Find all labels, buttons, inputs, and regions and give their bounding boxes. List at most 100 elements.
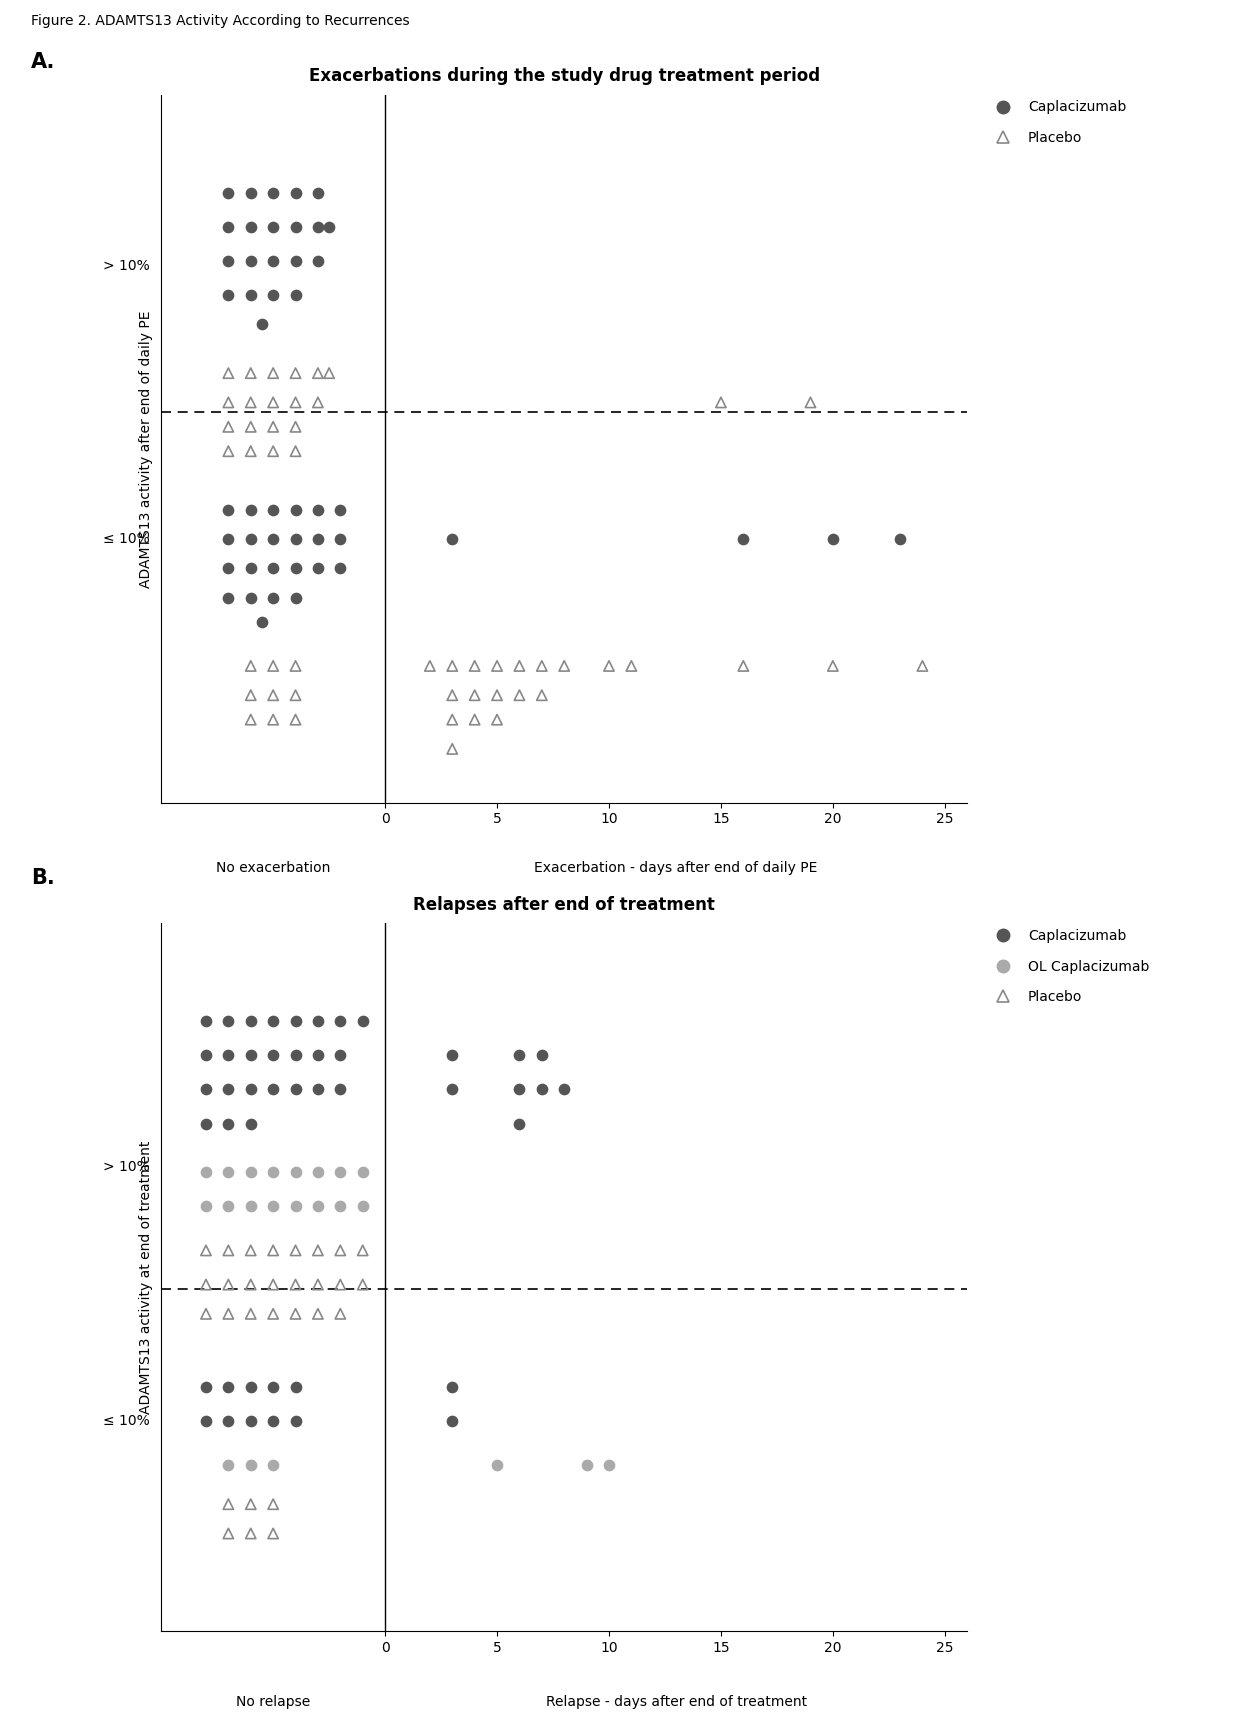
Point [196, 1300, 216, 1327]
Point [241, 583, 260, 611]
Point [241, 388, 260, 416]
Point [218, 1075, 238, 1103]
Point [465, 652, 485, 680]
Point [263, 1236, 283, 1263]
Point [241, 281, 260, 309]
Point [308, 1193, 327, 1220]
Point [241, 1300, 260, 1327]
Point [352, 1236, 372, 1263]
Point [196, 1407, 216, 1434]
Point [487, 652, 507, 680]
Point [285, 247, 305, 274]
Point [308, 180, 327, 207]
Point [218, 583, 238, 611]
Point [196, 1158, 216, 1186]
Point [241, 1041, 260, 1068]
Text: No relapse: No relapse [236, 1695, 310, 1709]
Point [510, 1110, 529, 1137]
Point [263, 554, 283, 582]
Point [263, 1193, 283, 1220]
Point [241, 682, 260, 709]
Point [196, 1270, 216, 1298]
Point [241, 413, 260, 440]
Point [218, 1300, 238, 1327]
Point [252, 311, 272, 338]
Point [263, 413, 283, 440]
Point [263, 682, 283, 709]
Point [218, 413, 238, 440]
Point [285, 388, 305, 416]
Title: Relapses after end of treatment: Relapses after end of treatment [413, 896, 715, 913]
Point [263, 495, 283, 523]
Point [218, 525, 238, 552]
Point [319, 212, 339, 240]
Point [330, 495, 350, 523]
Point [487, 682, 507, 709]
Text: No exacerbation: No exacerbation [216, 861, 330, 875]
Point [308, 1075, 327, 1103]
Point [218, 1452, 238, 1479]
Point [263, 1407, 283, 1434]
Point [443, 1374, 463, 1402]
Point [218, 180, 238, 207]
Point [252, 608, 272, 635]
Point [285, 1300, 305, 1327]
Point [285, 413, 305, 440]
Point [308, 1270, 327, 1298]
Point [285, 1236, 305, 1263]
Point [913, 652, 932, 680]
Point [218, 1110, 238, 1137]
Point [285, 1158, 305, 1186]
Point [218, 212, 238, 240]
Point [263, 1300, 283, 1327]
Point [510, 652, 529, 680]
Point [487, 1452, 507, 1479]
Point [263, 652, 283, 680]
Point [352, 1008, 372, 1036]
Point [330, 1158, 350, 1186]
Point [465, 706, 485, 734]
Point [319, 359, 339, 387]
Point [263, 1075, 283, 1103]
Point [285, 1075, 305, 1103]
Text: > 10%: > 10% [103, 259, 150, 273]
Point [532, 1075, 552, 1103]
Point [218, 1407, 238, 1434]
Point [218, 1490, 238, 1517]
Text: > 10%: > 10% [103, 1160, 150, 1174]
Point [218, 1158, 238, 1186]
Legend: Caplacizumab, OL Caplacizumab, Placebo: Caplacizumab, OL Caplacizumab, Placebo [983, 923, 1154, 1010]
Point [285, 437, 305, 464]
Text: B.: B. [31, 868, 55, 889]
Point [263, 583, 283, 611]
Point [577, 1452, 596, 1479]
Point [532, 1041, 552, 1068]
Point [241, 437, 260, 464]
Point [285, 1193, 305, 1220]
Point [890, 525, 910, 552]
Point [263, 1008, 283, 1036]
Point [308, 525, 327, 552]
Point [330, 1008, 350, 1036]
Legend: Caplacizumab, Placebo: Caplacizumab, Placebo [983, 95, 1132, 150]
Point [241, 1519, 260, 1546]
Point [823, 652, 843, 680]
Point [330, 1236, 350, 1263]
Point [443, 1407, 463, 1434]
Text: A.: A. [31, 52, 56, 72]
Point [263, 359, 283, 387]
Text: Figure 2. ADAMTS13 Activity According to Recurrences: Figure 2. ADAMTS13 Activity According to… [31, 14, 409, 28]
Point [352, 1270, 372, 1298]
Point [263, 247, 283, 274]
Point [285, 525, 305, 552]
Point [218, 281, 238, 309]
Point [218, 1374, 238, 1402]
Point [443, 525, 463, 552]
Point [599, 1452, 619, 1479]
Point [443, 706, 463, 734]
Point [823, 525, 843, 552]
Point [241, 1110, 260, 1137]
Point [241, 1374, 260, 1402]
Point [308, 495, 327, 523]
Point [510, 1041, 529, 1068]
